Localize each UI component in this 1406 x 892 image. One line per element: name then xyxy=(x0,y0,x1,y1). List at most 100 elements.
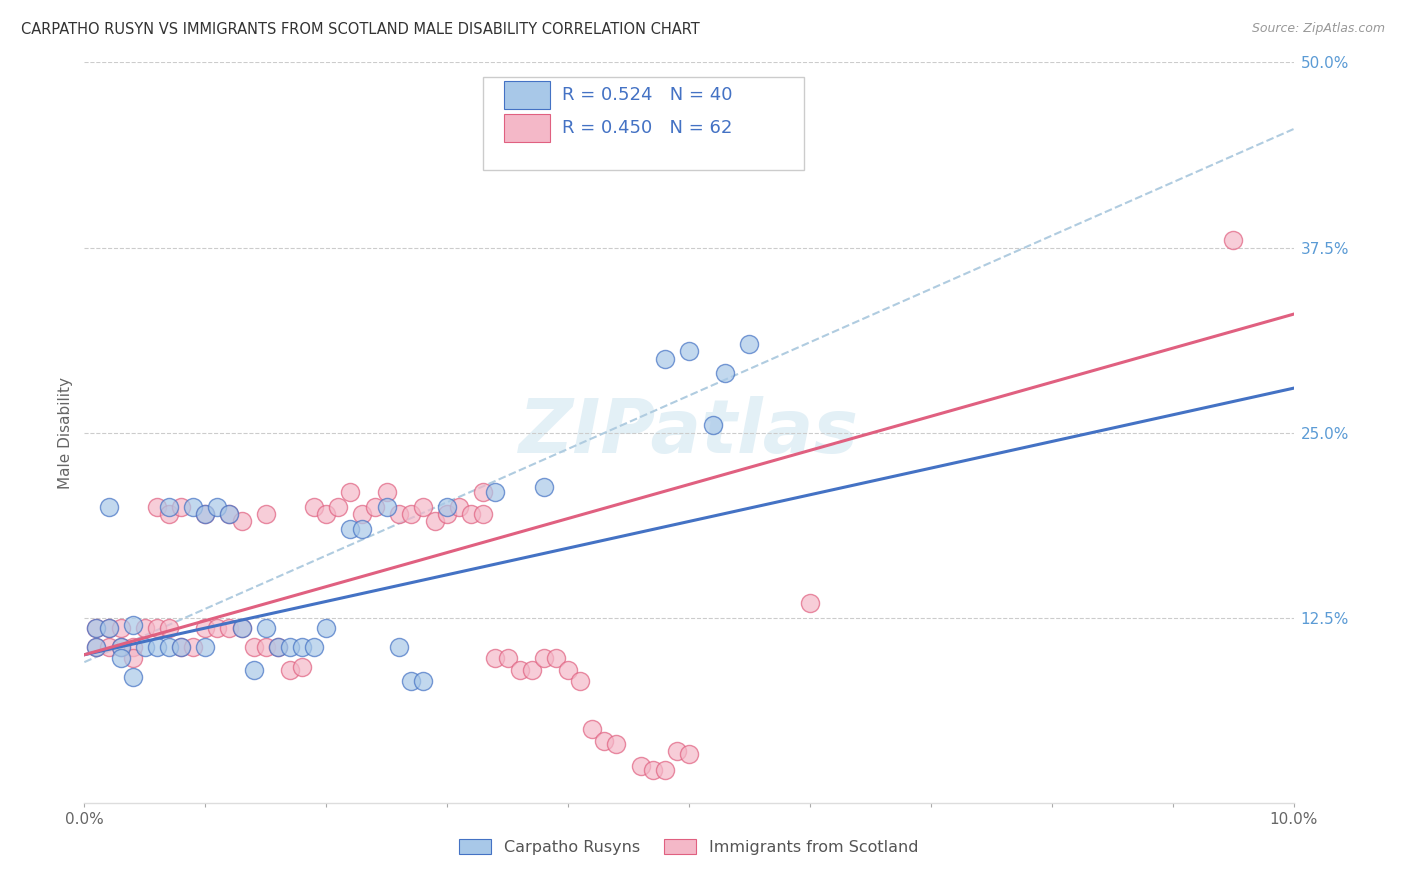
Point xyxy=(170,500,193,514)
Point xyxy=(412,674,434,689)
Point xyxy=(399,507,422,521)
Point xyxy=(484,650,506,665)
Text: R = 0.524   N = 40: R = 0.524 N = 40 xyxy=(562,86,733,104)
Point xyxy=(254,621,277,635)
Legend: Carpatho Rusyns, Immigrants from Scotland: Carpatho Rusyns, Immigrants from Scotlan… xyxy=(453,832,925,862)
Text: Source: ZipAtlas.com: Source: ZipAtlas.com xyxy=(1251,22,1385,36)
Point xyxy=(97,621,120,635)
Point xyxy=(194,621,217,635)
Point xyxy=(484,484,506,499)
Point xyxy=(110,621,132,635)
Point xyxy=(472,484,495,499)
Point xyxy=(738,336,761,351)
Point xyxy=(714,367,737,381)
Point xyxy=(593,733,616,747)
Point xyxy=(267,640,290,655)
Point xyxy=(231,515,253,529)
Point xyxy=(242,663,264,677)
Point xyxy=(509,663,531,677)
Point xyxy=(157,500,180,514)
Point xyxy=(86,640,108,655)
Point xyxy=(207,500,229,514)
Point xyxy=(581,722,603,736)
Point xyxy=(388,640,411,655)
Point xyxy=(339,484,361,499)
Point xyxy=(97,500,120,514)
Point xyxy=(496,650,519,665)
Point xyxy=(278,640,301,655)
Point xyxy=(146,500,169,514)
Point xyxy=(121,640,143,655)
Point xyxy=(520,663,543,677)
Point xyxy=(363,500,385,514)
Point xyxy=(231,621,253,635)
Point xyxy=(678,344,700,359)
Point xyxy=(86,640,108,655)
Point xyxy=(399,674,422,689)
Point xyxy=(315,621,337,635)
Point xyxy=(157,507,180,521)
Point xyxy=(328,500,350,514)
Point xyxy=(97,640,120,655)
Point xyxy=(181,640,204,655)
Bar xyxy=(503,113,550,142)
Point xyxy=(218,621,240,635)
Point xyxy=(352,507,374,521)
Point xyxy=(157,640,180,655)
Point xyxy=(110,640,132,655)
Point xyxy=(110,650,132,665)
Point xyxy=(218,507,240,521)
Point xyxy=(121,618,143,632)
Point xyxy=(181,500,204,514)
Y-axis label: Male Disability: Male Disability xyxy=(58,376,73,489)
FancyBboxPatch shape xyxy=(484,78,804,169)
Point xyxy=(207,621,229,635)
Point xyxy=(134,621,156,635)
Text: R = 0.450   N = 62: R = 0.450 N = 62 xyxy=(562,119,733,136)
Point xyxy=(302,640,325,655)
Point xyxy=(267,640,290,655)
Text: ZIPatlas: ZIPatlas xyxy=(519,396,859,469)
Point xyxy=(254,507,277,521)
Point xyxy=(375,500,398,514)
Point xyxy=(194,507,217,521)
Point xyxy=(641,763,664,777)
Point xyxy=(605,737,627,751)
Point xyxy=(533,650,555,665)
Point xyxy=(449,500,471,514)
Point xyxy=(254,640,277,655)
Point xyxy=(388,507,411,521)
Point xyxy=(242,640,264,655)
Point xyxy=(278,663,301,677)
Point xyxy=(423,515,446,529)
Point xyxy=(1222,233,1244,247)
Point xyxy=(460,507,482,521)
Text: CARPATHO RUSYN VS IMMIGRANTS FROM SCOTLAND MALE DISABILITY CORRELATION CHART: CARPATHO RUSYN VS IMMIGRANTS FROM SCOTLA… xyxy=(21,22,700,37)
Point xyxy=(630,758,652,772)
Point xyxy=(436,500,458,514)
Point xyxy=(339,522,361,536)
Point xyxy=(544,650,567,665)
Point xyxy=(302,500,325,514)
Point xyxy=(352,522,374,536)
Point xyxy=(194,640,217,655)
Point xyxy=(654,351,676,366)
Point xyxy=(86,621,108,635)
Point xyxy=(291,640,314,655)
Point xyxy=(170,640,193,655)
Point xyxy=(291,659,314,673)
Point xyxy=(315,507,337,521)
Point xyxy=(170,640,193,655)
Bar xyxy=(503,81,550,109)
Point xyxy=(110,640,132,655)
Point xyxy=(146,621,169,635)
Point xyxy=(231,621,253,635)
Point xyxy=(799,596,821,610)
Point xyxy=(86,621,108,635)
Point xyxy=(472,507,495,521)
Point xyxy=(218,507,240,521)
Point xyxy=(121,650,143,665)
Point xyxy=(97,621,120,635)
Point xyxy=(654,763,676,777)
Point xyxy=(533,480,555,494)
